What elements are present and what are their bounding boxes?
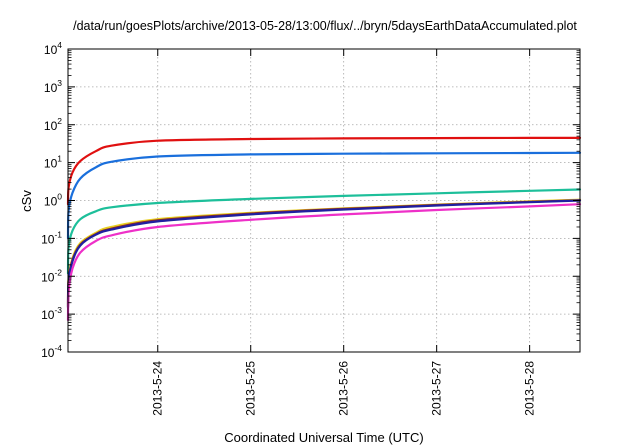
series-group bbox=[66, 136, 582, 322]
series-line-1 bbox=[66, 136, 582, 206]
chart-title: /data/run/goesPlots/archive/2013-05-28/1… bbox=[73, 19, 577, 33]
x-tick-label: 2013-5-26 bbox=[337, 361, 351, 416]
series-line-7 bbox=[66, 203, 582, 322]
y-tick-label: 104 bbox=[44, 40, 62, 57]
y-tick-label: 10-4 bbox=[41, 343, 62, 360]
y-tick-label: 103 bbox=[44, 78, 62, 95]
y-tick-label: 10-2 bbox=[41, 267, 62, 284]
series-line-2 bbox=[66, 151, 582, 240]
y-tick-label: 10-1 bbox=[41, 229, 62, 246]
x-tick-label: 2013-5-27 bbox=[430, 361, 444, 416]
y-tick-label: 10-3 bbox=[41, 305, 62, 322]
y-tick-label: 100 bbox=[44, 192, 62, 209]
y-tick-label: 102 bbox=[44, 116, 62, 133]
x-tick-label: 2013-5-25 bbox=[244, 361, 258, 416]
y-tick-labels: 10-4 10-3 10-2 10-1 100 101 102 103 104 bbox=[41, 40, 62, 360]
x-axis-label: Coordinated Universal Time (UTC) bbox=[224, 430, 423, 445]
grid bbox=[68, 49, 580, 352]
y-axis-label: cSv bbox=[19, 190, 34, 212]
y-tick-label: 101 bbox=[44, 154, 62, 171]
x-tick-label: 2013-5-28 bbox=[523, 361, 537, 416]
series-line-3 bbox=[66, 188, 582, 275]
series-line-6 bbox=[66, 199, 582, 309]
x-tick-labels: 2013-5-24 2013-5-25 2013-5-26 2013-5-27 2013… bbox=[151, 361, 537, 416]
x-tick-label: 2013-5-24 bbox=[151, 361, 165, 416]
ticks bbox=[68, 48, 580, 353]
